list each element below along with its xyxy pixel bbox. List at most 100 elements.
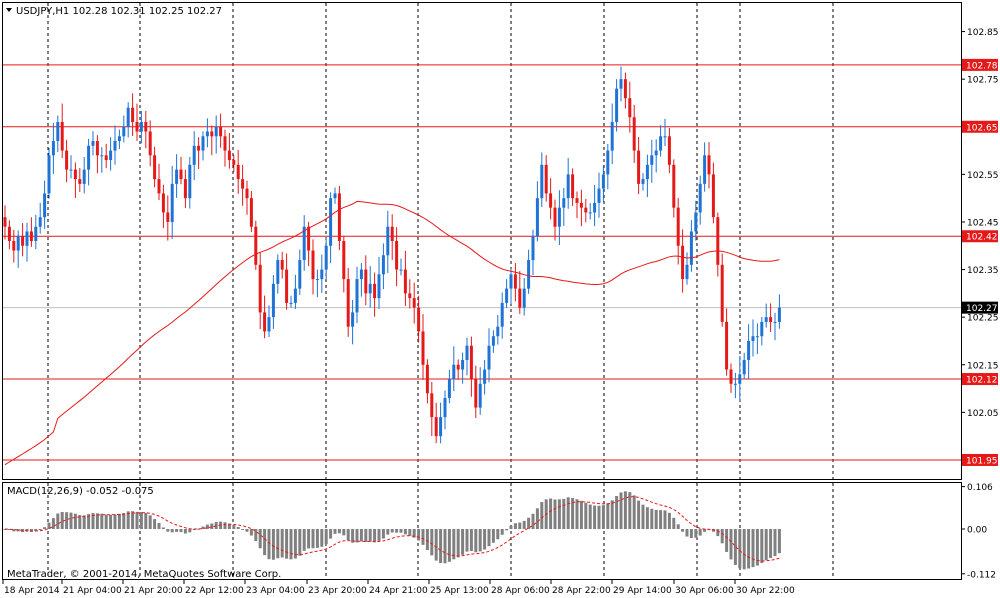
time-tick-label: 21 Apr 04:00 [63, 586, 122, 596]
candle-body [214, 126, 218, 137]
macd-bar [395, 529, 399, 533]
candle-body [223, 136, 227, 151]
candle-body [491, 336, 495, 346]
macd-bar [575, 499, 579, 529]
candle-body [241, 179, 245, 189]
candle-body [575, 198, 579, 203]
macd-bar [491, 529, 495, 543]
candle-body [381, 255, 385, 275]
candle-body [91, 141, 95, 146]
candle-body [439, 417, 443, 437]
candle-body [505, 288, 509, 303]
candle-body [637, 150, 641, 184]
candle-body [447, 379, 451, 399]
candle-body [663, 136, 667, 138]
price-tick-label: 102.05 [967, 409, 999, 419]
candle-body [337, 193, 341, 241]
macd-bar [87, 514, 91, 529]
candle-body [456, 364, 460, 370]
candle-body [43, 193, 47, 218]
macd-bar [698, 529, 702, 536]
macd-bar [117, 513, 121, 529]
macd-bar [359, 529, 363, 542]
macd-bar [527, 517, 531, 529]
candle-body [421, 331, 425, 365]
candle-body [60, 122, 64, 151]
candle-body [7, 226, 11, 241]
candle-body [720, 264, 724, 322]
candle-body [373, 283, 377, 299]
candle-body [289, 302, 293, 304]
candle-body [183, 179, 187, 199]
macd-bar [663, 510, 667, 529]
macd-bar [241, 529, 245, 530]
candle-body [403, 269, 407, 294]
dropdown-triangle-icon[interactable] [6, 8, 12, 12]
macd-bar [346, 529, 350, 541]
candle-body [113, 141, 117, 151]
macd-bar [430, 529, 434, 556]
macd-bar [588, 504, 592, 529]
macd-bar [210, 523, 214, 529]
candle-body [566, 174, 570, 199]
candle-body [742, 360, 746, 375]
macd-bar [91, 513, 95, 529]
candle-body [368, 283, 372, 294]
candle-body [707, 155, 711, 175]
macd-bar [720, 529, 724, 544]
candle-body [69, 169, 73, 171]
candles [3, 66, 781, 444]
candle-body [298, 260, 302, 289]
macd-bar [531, 513, 535, 529]
macd-bar [104, 514, 108, 529]
candle-body [324, 245, 328, 270]
macd-bar [271, 529, 275, 560]
macd-bar [399, 529, 403, 533]
macd-bar [500, 529, 504, 535]
candle-body [755, 336, 759, 338]
candle-body [531, 236, 535, 261]
candle-body [478, 383, 482, 408]
macd-bar [7, 529, 11, 530]
macd-bar [452, 529, 456, 560]
macd-bar [65, 512, 69, 529]
candle-body [500, 302, 504, 327]
macd-bar [166, 529, 170, 532]
macd-bar [254, 529, 258, 541]
candle-body [302, 226, 306, 261]
candle-body [465, 345, 469, 360]
candle-body [733, 383, 737, 385]
macd-bar [711, 529, 715, 532]
macd-bar [188, 529, 192, 533]
time-tick-label: 23 Apr 04:00 [246, 586, 305, 596]
macd-bar [205, 524, 209, 529]
macd-bar [139, 511, 143, 529]
macd-bar [249, 529, 253, 536]
candle-body [777, 307, 781, 322]
macd-bar [100, 513, 104, 529]
candle-body [698, 183, 702, 213]
macd-bar [386, 529, 390, 535]
macd-bar [293, 529, 297, 559]
macd-bar [223, 522, 227, 529]
candle-body [135, 122, 139, 132]
candle-body [544, 164, 548, 194]
macd-bar [540, 502, 544, 529]
candle-body [201, 136, 205, 151]
macd-bar [12, 529, 16, 532]
macd-bar [694, 529, 698, 538]
candle-body [320, 269, 324, 280]
candle-body [601, 174, 605, 189]
candle-body [641, 179, 645, 184]
macd-bar [311, 529, 315, 549]
candle-body [606, 150, 610, 175]
macd-signal-line [4, 496, 780, 562]
candle-body [65, 150, 69, 170]
candle-body [412, 298, 416, 308]
macd-bar [192, 529, 196, 531]
candle-body [285, 269, 289, 303]
candle-body [95, 141, 99, 156]
macd-bar [285, 529, 289, 559]
macd-bar [95, 513, 99, 529]
macd-bar [637, 500, 641, 529]
